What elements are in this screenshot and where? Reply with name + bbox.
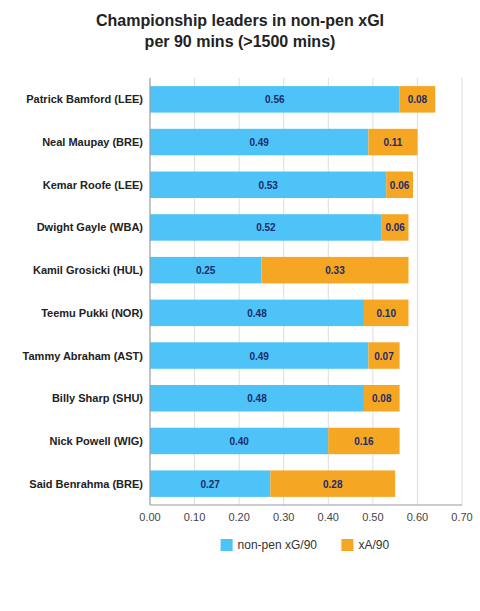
- bar: [150, 470, 270, 496]
- bar: [150, 86, 400, 112]
- y-tick-label: Kemar Roofe (LEE): [43, 179, 144, 191]
- bar: [364, 300, 409, 326]
- y-tick-label: Kamil Grosicki (HUL): [33, 264, 143, 276]
- bar: [364, 385, 400, 411]
- bar: [261, 257, 408, 283]
- data-label: 0.16: [354, 436, 374, 447]
- bar: [150, 385, 364, 411]
- title: Championship leaders in non-pen xGI per 9…: [96, 12, 384, 50]
- x-tick-label: 0.60: [407, 511, 428, 523]
- bar: [150, 214, 382, 240]
- data-label: 0.48: [247, 308, 267, 319]
- title-line: per 90 mins (>1500 mins): [145, 33, 336, 50]
- data-label: 0.28: [323, 479, 343, 490]
- x-tick-label: 0.20: [228, 511, 249, 523]
- bar: [150, 172, 386, 198]
- bar: [150, 300, 364, 326]
- legend: non-pen xG/90 xA/90: [221, 538, 390, 552]
- bar: [368, 342, 399, 368]
- bar: [400, 86, 436, 112]
- data-label: 0.53: [258, 180, 278, 191]
- bar: [150, 129, 368, 155]
- data-label: 0.48: [247, 393, 267, 404]
- bars: [150, 86, 435, 497]
- x-tick-label: 0.40: [318, 511, 339, 523]
- x-axis-line: [150, 505, 462, 506]
- x-tick-label: 0.50: [362, 511, 383, 523]
- data-label: 0.49: [249, 137, 269, 148]
- x-tick-label: 0.30: [273, 511, 294, 523]
- y-tick-label: Nick Powell (WIG): [49, 435, 143, 447]
- legend-label: xA/90: [358, 538, 389, 552]
- y-tick-label: Teemu Pukki (NOR): [41, 307, 143, 319]
- title-line: Championship leaders in non-pen xGI: [96, 12, 384, 29]
- data-label: 0.52: [256, 222, 276, 233]
- bar: [328, 428, 399, 454]
- grid: [150, 78, 462, 505]
- y-tick-label: Said Benrahma (BRE): [29, 478, 143, 490]
- bar: [368, 129, 417, 155]
- data-label: 0.25: [196, 265, 216, 276]
- bar: [382, 214, 409, 240]
- bar: [150, 428, 328, 454]
- data-label: 0.40: [229, 436, 249, 447]
- data-label: 0.27: [200, 479, 220, 490]
- data-label: 0.49: [249, 351, 269, 362]
- bar: [270, 470, 395, 496]
- data-labels: 0.56 0.08 0.49 0.11 0.53 0.06 0.52 0.06 0.25 0.33…: [196, 94, 428, 489]
- data-label: 0.06: [390, 180, 410, 191]
- x-tick-label: 0.70: [451, 511, 472, 523]
- legend-swatch: [341, 539, 353, 551]
- x-tick-label: 0.10: [184, 511, 205, 523]
- x-tick-label: 0.00: [139, 511, 160, 523]
- bar: [386, 172, 413, 198]
- y-axis-line: [150, 78, 151, 505]
- data-label: 0.10: [376, 308, 396, 319]
- data-label: 0.06: [385, 222, 405, 233]
- grid-line: [462, 78, 463, 505]
- data-label: 0.08: [408, 94, 428, 105]
- bar: [150, 342, 368, 368]
- legend-label: non-pen xG/90: [238, 538, 318, 552]
- data-label: 0.56: [265, 94, 285, 105]
- data-label: 0.33: [325, 265, 345, 276]
- chart: Championship leaders in non-pen xGI per 9…: [0, 0, 480, 611]
- data-label: 0.08: [372, 393, 392, 404]
- data-label: 0.11: [383, 137, 402, 148]
- data-label: 0.07: [374, 351, 394, 362]
- y-tick-label: Tammy Abraham (AST): [23, 350, 144, 362]
- grid-line: [150, 78, 151, 505]
- bar: [150, 257, 261, 283]
- y-tick-label: Neal Maupay (BRE): [42, 136, 143, 148]
- y-tick-label: Dwight Gayle (WBA): [37, 221, 144, 233]
- y-tick-label: Billy Sharp (SHU): [52, 392, 143, 404]
- legend-swatch: [221, 539, 233, 551]
- y-tick-label: Patrick Bamford (LEE): [26, 93, 143, 105]
